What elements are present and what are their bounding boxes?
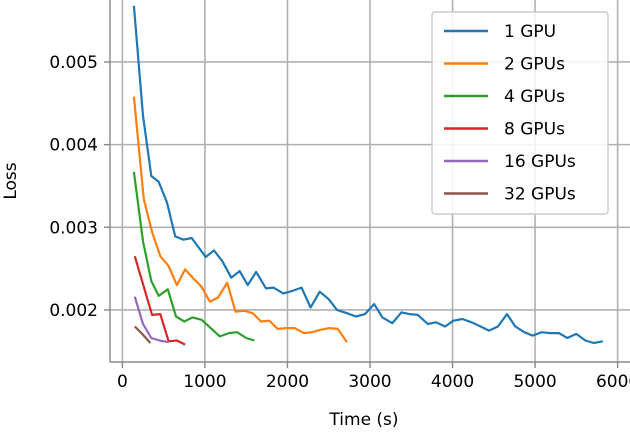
y-tick-label: 0.003 — [49, 218, 98, 238]
y-axis-label: Loss — [1, 162, 21, 199]
y-tick-label: 0.002 — [49, 301, 98, 321]
series-line-4-gpus — [132, 171, 255, 342]
legend-label-8-gpus: 8 GPUs — [504, 120, 565, 140]
y-tick-label: 0.004 — [49, 136, 98, 156]
x-axis-label: Time (s) — [328, 410, 398, 430]
legend-label-1-gpu: 1 GPU — [504, 22, 556, 42]
x-tick-label: 1000 — [183, 372, 226, 392]
series-line-16-gpus — [133, 296, 169, 344]
x-tick-label: 2000 — [266, 372, 309, 392]
legend-label-2-gpus: 2 GPUs — [504, 55, 565, 75]
x-tick-label: 5000 — [513, 372, 556, 392]
x-tick-label: 0 — [117, 372, 128, 392]
series-line-2-gpus — [132, 96, 348, 343]
series-line-32-gpus — [134, 325, 152, 344]
plot-lines — [132, 5, 604, 346]
series-line-1-gpu — [132, 5, 604, 345]
legend: 1 GPU 2 GPUs 4 GPUs 8 GPUs 16 GPUs 32 GPUs — [431, 11, 609, 215]
y-tick-label: 0.005 — [49, 53, 98, 73]
legend-label-16-gpus: 16 GPUs — [504, 152, 576, 172]
legend-label-32-gpus: 32 GPUs — [504, 185, 576, 205]
x-tick-label: 3000 — [348, 372, 391, 392]
series-line-8-gpus — [133, 255, 186, 346]
legend-label-4-gpus: 4 GPUs — [504, 87, 565, 107]
x-tick-label: 4000 — [431, 372, 474, 392]
